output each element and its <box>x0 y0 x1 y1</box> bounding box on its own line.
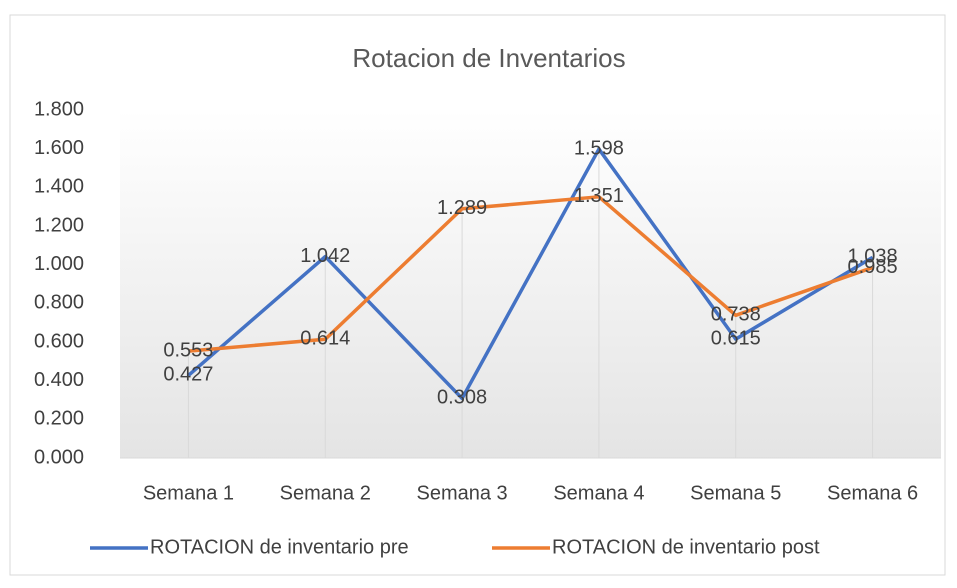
data-label: 0.738 <box>711 304 761 326</box>
data-label: 0.427 <box>163 364 213 386</box>
chart-title: Rotacion de Inventarios <box>352 43 625 73</box>
plot-area <box>120 110 941 458</box>
x-tick-label: Semana 6 <box>827 482 918 504</box>
x-tick-label: Semana 2 <box>280 482 371 504</box>
series-line <box>188 195 874 353</box>
data-label: 1.289 <box>437 197 487 219</box>
x-tick-label: Semana 5 <box>690 482 781 504</box>
y-tick-label: 1.800 <box>34 98 84 120</box>
data-label: 0.615 <box>711 327 761 349</box>
data-label: 0.985 <box>848 256 898 278</box>
y-tick-label: 1.600 <box>34 137 84 159</box>
data-label: 1.351 <box>574 185 624 207</box>
y-tick-label: 0.800 <box>34 292 84 314</box>
y-tick-label: 1.200 <box>34 214 84 236</box>
x-tick-label: Semana 3 <box>416 482 507 504</box>
y-tick-label: 0.000 <box>34 446 84 468</box>
y-tick-label: 0.600 <box>34 330 84 352</box>
data-label: 0.614 <box>300 328 350 350</box>
legend-label: ROTACION de inventario pre <box>150 536 409 558</box>
y-tick-label: 1.000 <box>34 253 84 275</box>
y-tick-label: 0.400 <box>34 369 84 391</box>
data-label: 0.308 <box>437 387 487 409</box>
series-line <box>187 147 874 401</box>
legend-label: ROTACION de inventario post <box>552 536 820 558</box>
data-label: 0.553 <box>163 339 213 361</box>
y-tick-label: 1.400 <box>34 176 84 198</box>
data-label: 1.038 <box>848 246 898 268</box>
data-label: 1.042 <box>300 245 350 267</box>
y-tick-label: 0.200 <box>34 408 84 430</box>
x-tick-label: Semana 1 <box>143 482 234 504</box>
x-tick-label: Semana 4 <box>553 482 644 504</box>
data-label: 1.598 <box>574 137 624 159</box>
